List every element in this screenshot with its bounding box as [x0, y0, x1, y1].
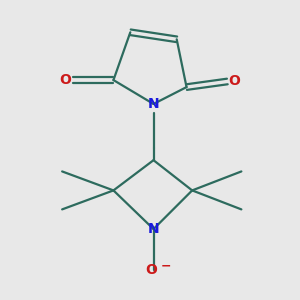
- Text: O: O: [60, 73, 72, 87]
- Text: N: N: [148, 222, 159, 236]
- Text: N: N: [148, 97, 159, 111]
- Text: O: O: [228, 74, 240, 88]
- Text: −: −: [160, 260, 171, 273]
- Text: O: O: [145, 263, 157, 277]
